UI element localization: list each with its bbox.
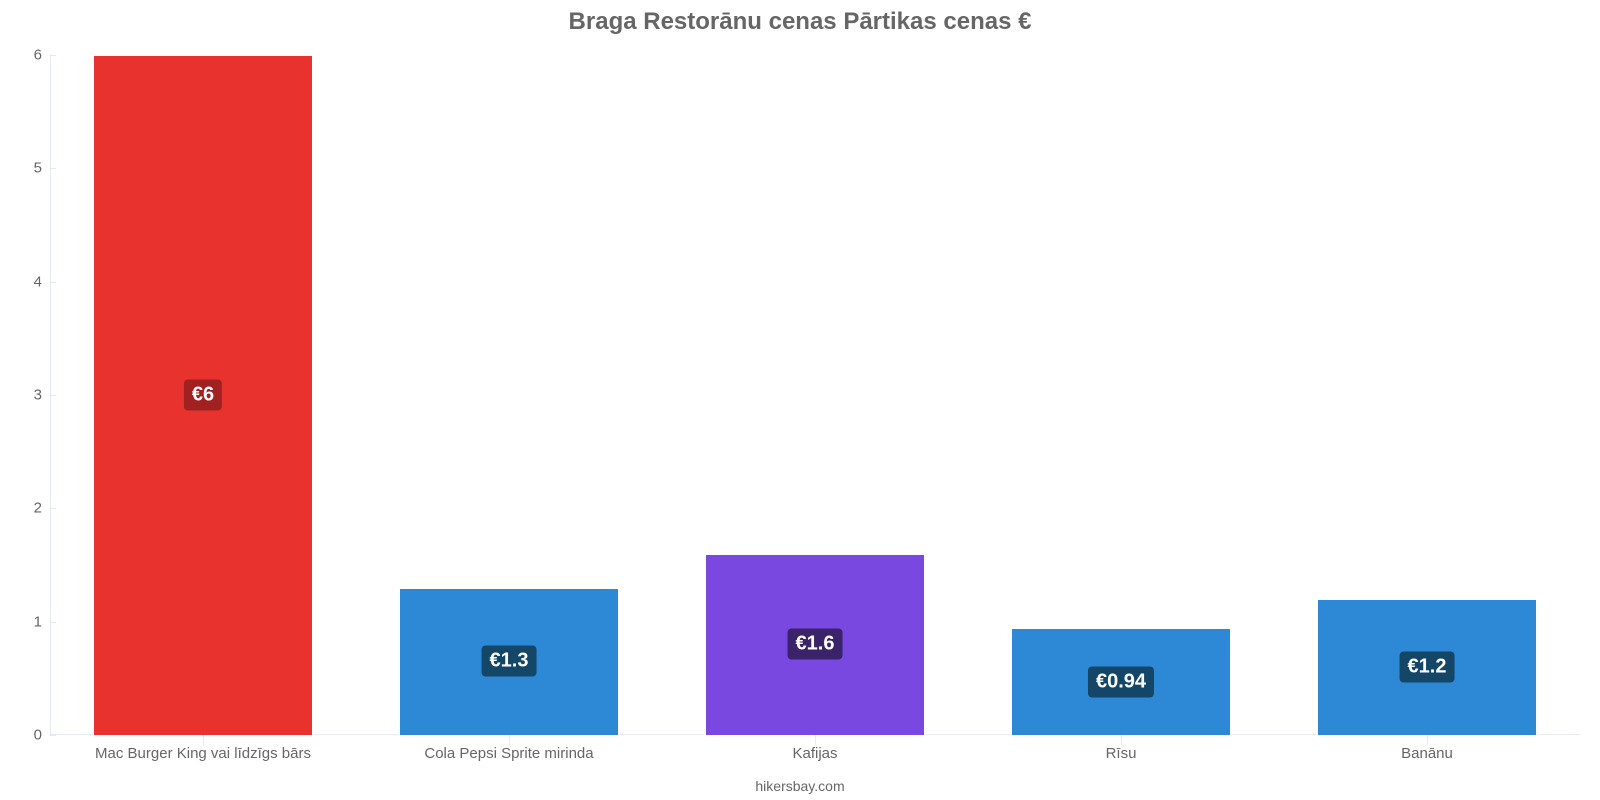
category-label: Mac Burger King vai līdzīgs bārs bbox=[95, 745, 311, 762]
category-label: Cola Pepsi Sprite mirinda bbox=[424, 745, 593, 762]
y-axis-label: 5 bbox=[18, 160, 42, 177]
y-axis-label: 0 bbox=[18, 727, 42, 744]
y-axis-label: 6 bbox=[18, 47, 42, 64]
value-badge: €1.2 bbox=[1400, 652, 1455, 683]
category-label: Rīsu bbox=[1106, 745, 1137, 762]
y-axis-label: 1 bbox=[18, 613, 42, 630]
chart-source: hikersbay.com bbox=[0, 778, 1600, 794]
y-axis-label: 3 bbox=[18, 387, 42, 404]
category-label: Kafijas bbox=[792, 745, 837, 762]
chart-title: Braga Restorānu cenas Pārtikas cenas € bbox=[0, 8, 1600, 36]
value-badge: €1.3 bbox=[482, 646, 537, 677]
value-badge: €1.6 bbox=[788, 629, 843, 660]
value-badge: €0.94 bbox=[1088, 666, 1154, 697]
y-axis-label: 2 bbox=[18, 500, 42, 517]
category-label: Banānu bbox=[1401, 745, 1453, 762]
plot-area: 0123456€6Mac Burger King vai līdzīgs bār… bbox=[50, 55, 1580, 735]
chart-container: Braga Restorānu cenas Pārtikas cenas € 0… bbox=[0, 0, 1600, 800]
value-badge: €6 bbox=[184, 380, 222, 411]
y-axis-label: 4 bbox=[18, 273, 42, 290]
